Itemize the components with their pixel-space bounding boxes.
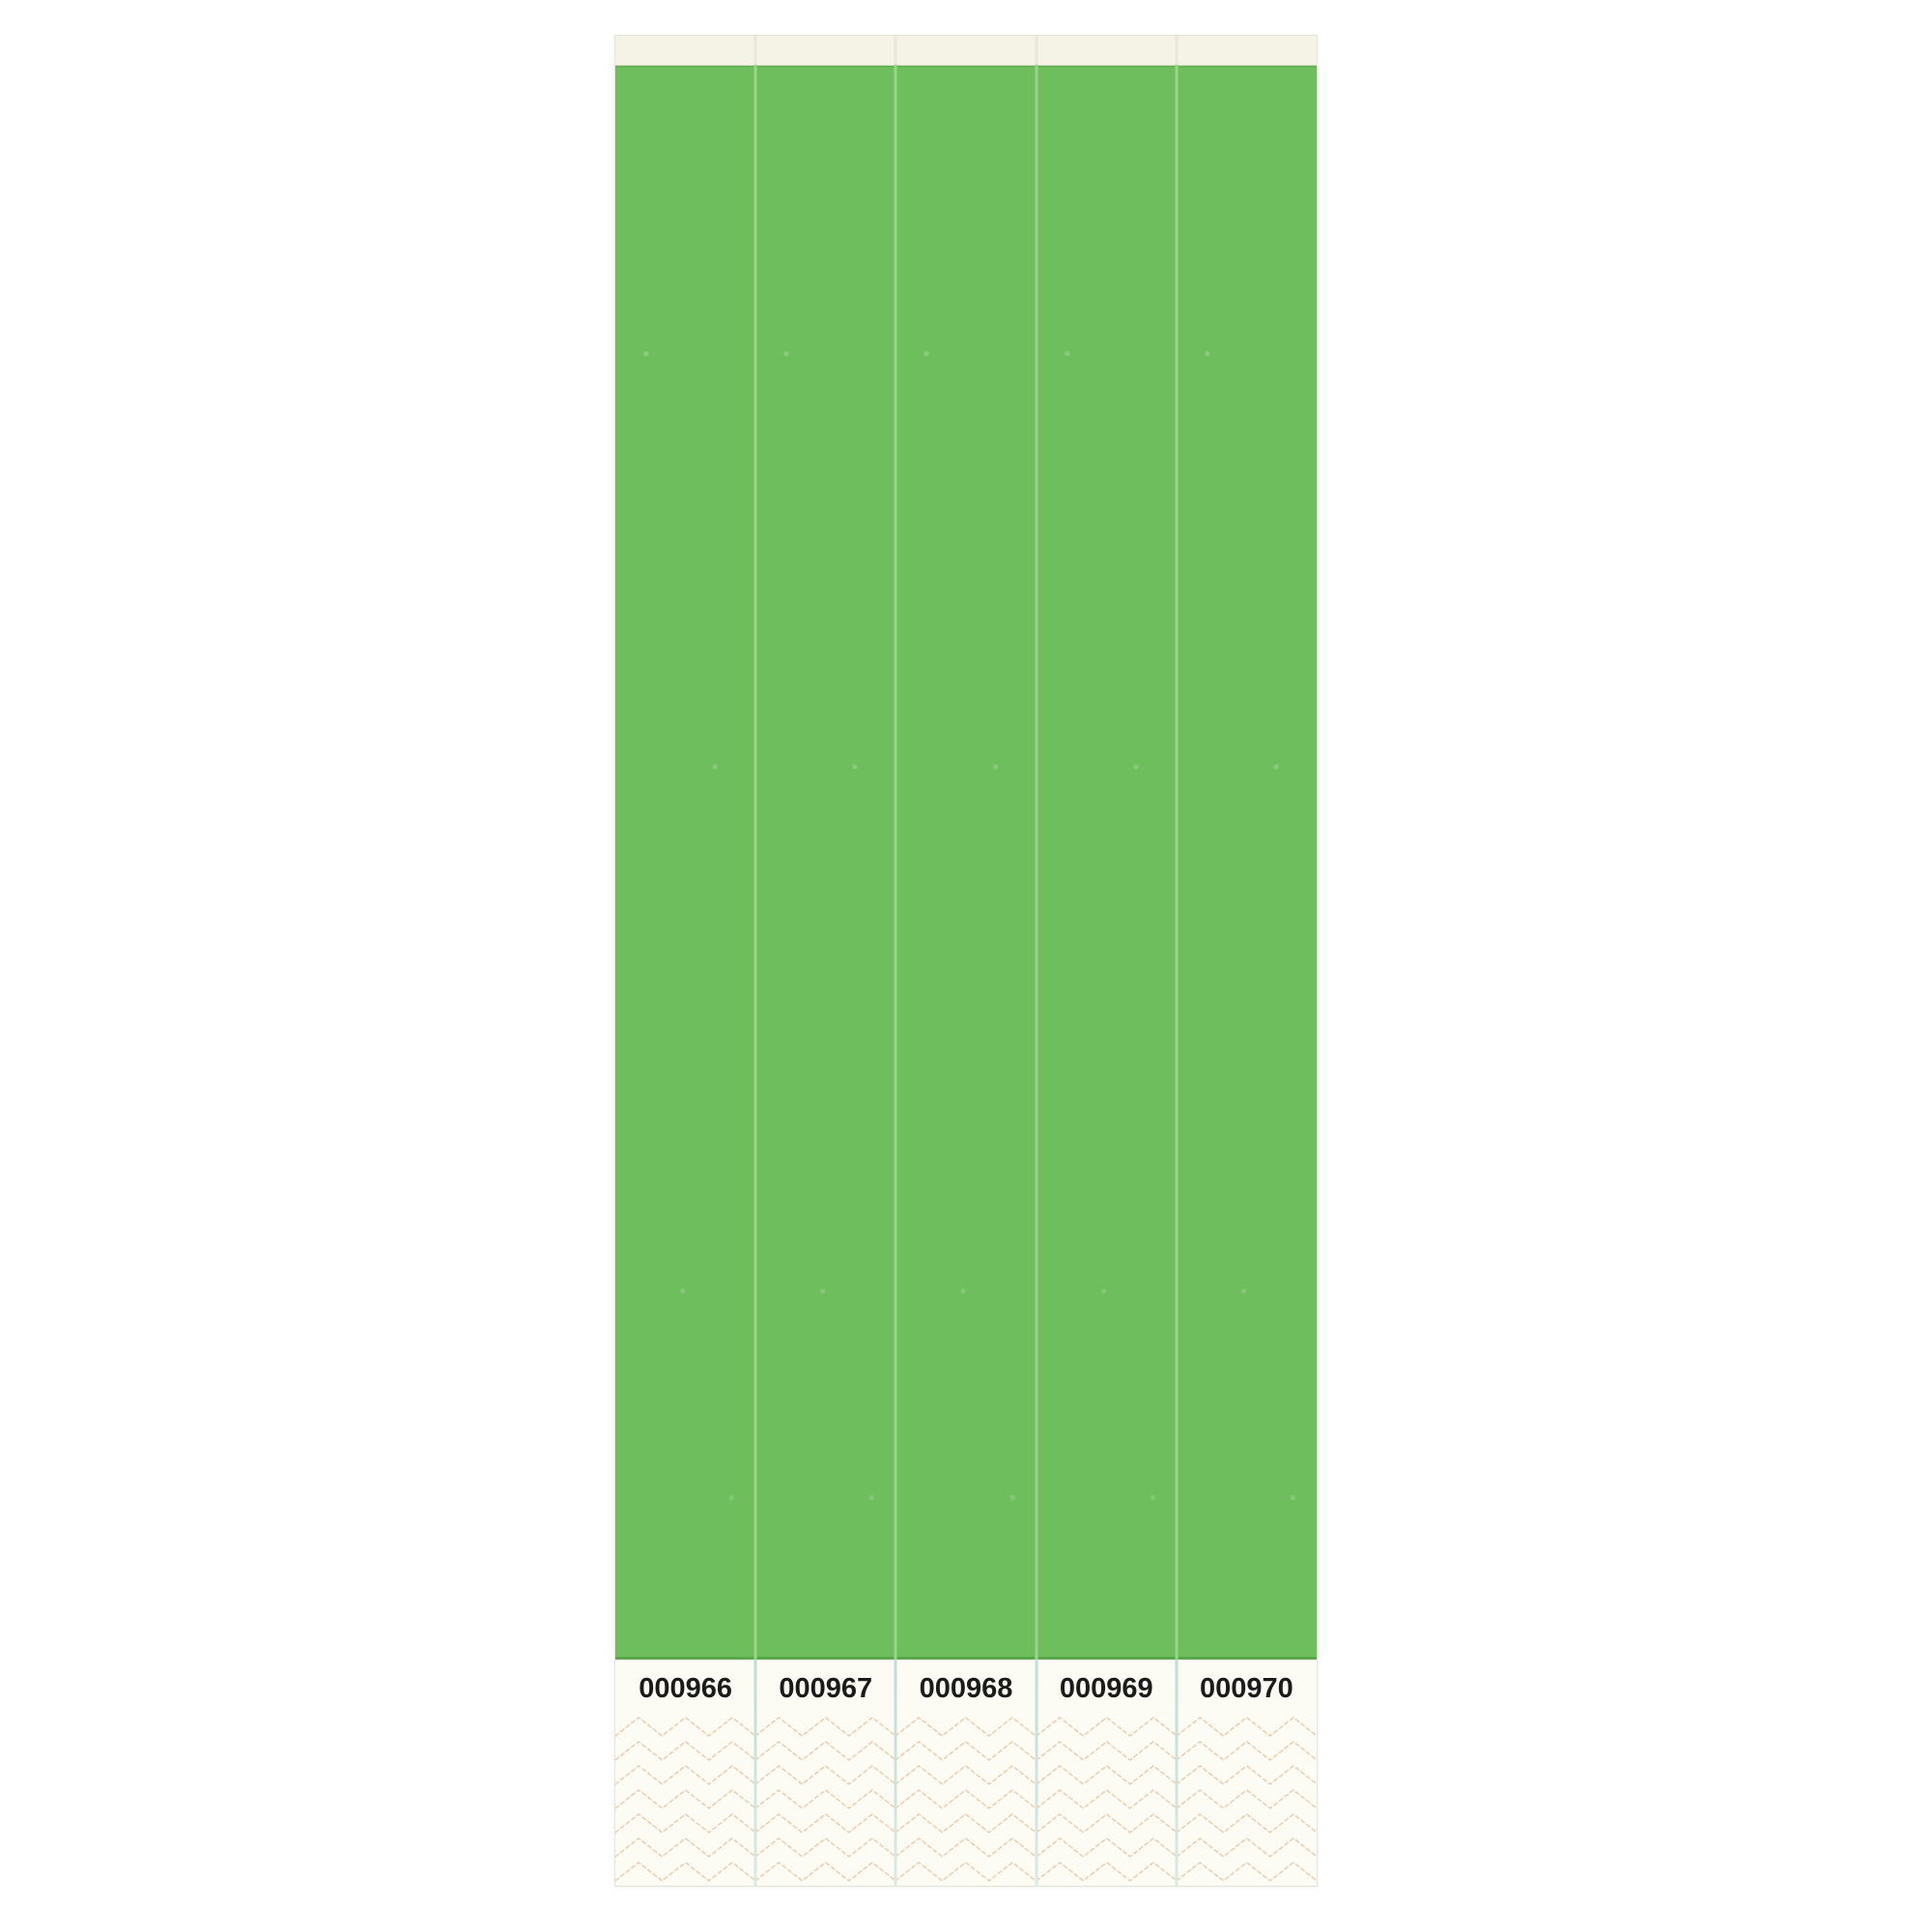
strip-fold-divider xyxy=(1175,36,1179,1886)
strip-top-edge xyxy=(755,36,896,66)
security-wave-pattern xyxy=(895,1715,1036,1886)
strip-stub: 000968 xyxy=(895,1660,1037,1886)
wristband-strip: 000966 xyxy=(615,36,756,1886)
wristband-sheet: 000966 000967 000968 000969 xyxy=(614,35,1318,1887)
strip-band xyxy=(755,66,896,1660)
strip-fold-divider xyxy=(894,36,897,1886)
wristband-strip: 000969 xyxy=(1036,36,1177,1886)
security-wave-pattern xyxy=(615,1715,755,1886)
strip-stub: 000970 xyxy=(1176,1660,1318,1886)
security-wave-pattern xyxy=(755,1715,895,1886)
strip-top-edge xyxy=(1036,36,1177,66)
strip-stub: 000966 xyxy=(615,1660,756,1886)
wristband-strip: 000970 xyxy=(1176,36,1318,1886)
strip-band xyxy=(1036,66,1177,1660)
serial-number: 000969 xyxy=(1059,1673,1153,1704)
strip-fold-divider xyxy=(753,36,757,1886)
serial-number: 000968 xyxy=(919,1673,1013,1704)
strip-stub: 000967 xyxy=(755,1660,896,1886)
serial-number: 000970 xyxy=(1200,1673,1293,1704)
serial-number: 000966 xyxy=(639,1673,732,1704)
security-wave-pattern xyxy=(1177,1715,1317,1886)
wristband-strip: 000967 xyxy=(755,36,896,1886)
strip-top-edge xyxy=(1176,36,1318,66)
strip-stub: 000969 xyxy=(1036,1660,1177,1886)
wristband-strip: 000968 xyxy=(895,36,1037,1886)
strip-top-edge xyxy=(615,36,756,66)
strip-band xyxy=(895,66,1037,1660)
strip-fold-divider xyxy=(1035,36,1038,1886)
strip-band xyxy=(1176,66,1318,1660)
serial-number: 000967 xyxy=(779,1673,873,1704)
security-wave-pattern xyxy=(1037,1715,1177,1886)
strip-top-edge xyxy=(895,36,1037,66)
strip-band xyxy=(615,66,756,1660)
